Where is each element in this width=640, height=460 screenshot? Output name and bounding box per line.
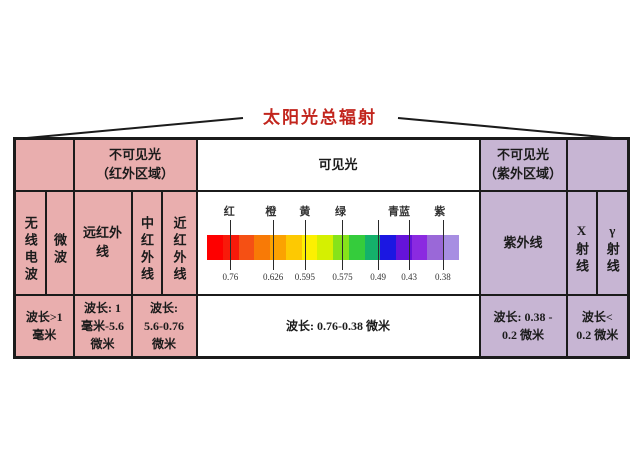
spectrum-tick-value: 0.595 (294, 272, 315, 282)
spectrum-color-label: 紫 (434, 206, 446, 218)
band-cell-far-infrared: 远红外 线 (72, 190, 133, 296)
spectrum-color-block (348, 235, 365, 260)
spectrum-color-label: 绿 (335, 206, 347, 218)
band-cell-gamma: γ射线 (595, 190, 630, 296)
band-cell-microwave: 微波 (44, 190, 75, 296)
spectrum-color-block (285, 235, 302, 260)
bands-row: 无线电波 微波 远红外 线 中红外线 近红外线 红 橙 黄 绿 青蓝 紫 0.76 0.626… (13, 190, 630, 296)
band-label-near-infrared: 近红外线 (171, 215, 187, 284)
wavelength-cell-far-infrared: 波长: 1 毫米-5.6 微米 (72, 294, 133, 359)
spectrum-color-block (238, 235, 255, 260)
wavelength-cell-ultraviolet: 波长: 0.38 - 0.2 微米 (478, 294, 568, 359)
spectrum-color-label: 青蓝 (387, 206, 410, 218)
spectrum-tick (230, 220, 232, 270)
header-cell-visible: 可见光 (195, 137, 481, 192)
spectrum-tick-value: 0.76 (222, 272, 239, 282)
spectrum-tick (304, 220, 306, 270)
spectrum-color-block (427, 235, 444, 260)
spectrum-color-block (364, 235, 381, 260)
spectrum-table: 不可见光 （红外区域） 可见光 不可见光 （紫外区域） 无线电波 微波 远红外 … (13, 137, 630, 359)
spectrum-color-label: 黄 (299, 206, 311, 218)
spectrum-color-block (443, 235, 459, 260)
band-label-mid-infrared: 中红外线 (139, 215, 154, 284)
band-cell-ultraviolet: 紫外线 (478, 190, 568, 296)
band-label-microwave: 微波 (52, 232, 67, 267)
spectrum-color-label: 橙 (265, 206, 277, 218)
spectrum-tick-value: 0.43 (401, 272, 417, 282)
spectrum-color-block (411, 235, 428, 260)
band-cell-xray: X射线 (565, 190, 598, 296)
brace-line-right (397, 117, 625, 140)
spectrum-bar (207, 235, 459, 260)
spectrum-tick-value: 0.575 (332, 272, 353, 282)
wavelength-cell-mid-near-infrared: 波长: 5.6-0.76 微米 (130, 294, 198, 359)
band-label-radio: 无线电波 (22, 215, 38, 284)
spectrum-color-block (333, 235, 349, 260)
visible-spectrum: 红 橙 黄 绿 青蓝 紫 0.76 0.626 0.595 0.575 0.49 0.43 0.38 (198, 192, 479, 294)
spectrum-color-block (317, 235, 334, 260)
spectrum-color-block (395, 235, 412, 260)
header-row: 不可见光 （红外区域） 可见光 不可见光 （紫外区域） (13, 137, 630, 192)
header-cell-ultraviolet: 不可见光 （紫外区域） (478, 137, 568, 192)
spectrum-tick (378, 220, 380, 270)
wavelength-cell-radio-microwave: 波长>1 毫米 (13, 294, 75, 359)
brace-line-left (15, 117, 244, 140)
header-cell-xray-empty (565, 137, 630, 192)
spectrum-color-block (270, 235, 286, 260)
spectrum-color-block (254, 235, 271, 260)
spectrum-color-block (380, 235, 396, 260)
spectrum-color-label: 红 (223, 206, 235, 218)
wavelength-cell-xray-gamma: 波长< 0.2 微米 (565, 294, 630, 359)
spectrum-tick (442, 220, 444, 270)
band-cell-radio: 无线电波 (13, 190, 47, 296)
header-cell-radio-empty (13, 137, 75, 192)
wavelength-row: 波长>1 毫米 波长: 1 毫米-5.6 微米 波长: 5.6-0.76 微米 … (13, 294, 630, 359)
band-cell-mid-infrared: 中红外线 (130, 190, 163, 296)
spectrum-color-block (207, 235, 224, 260)
header-cell-infrared: 不可见光 （红外区域） (72, 137, 198, 192)
diagram-title: 太阳光总辐射 (263, 108, 377, 127)
band-label-gamma: γ射线 (604, 223, 620, 276)
spectrum-tick-value: 0.38 (434, 272, 451, 282)
spectrum-tick-value: 0.626 (262, 272, 284, 282)
band-cell-near-infrared: 近红外线 (160, 190, 198, 296)
spectrum-tick (342, 220, 344, 270)
spectrum-tick (409, 220, 411, 270)
spectrum-tick-value: 0.49 (370, 272, 387, 282)
visible-spectrum-cell: 红 橙 黄 绿 青蓝 紫 0.76 0.626 0.595 0.575 0.49 0.43 0.38 (195, 190, 481, 296)
wavelength-cell-visible: 波长: 0.76-0.38 微米 (195, 294, 481, 359)
band-label-xray: X射线 (574, 223, 589, 276)
spectrum-tick (273, 220, 275, 270)
